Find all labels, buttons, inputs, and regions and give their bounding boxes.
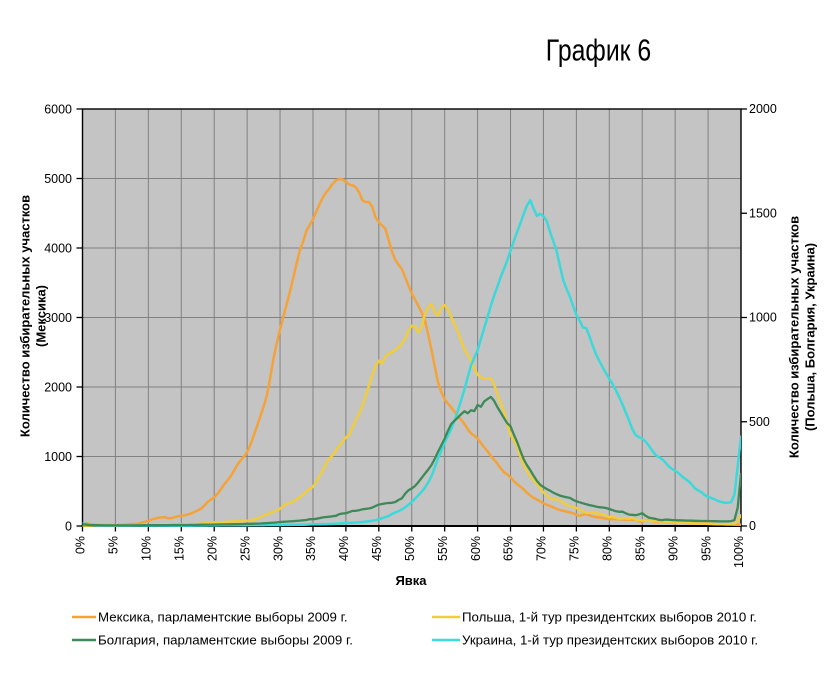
svg-text:2000: 2000 xyxy=(749,102,777,116)
svg-text:60%: 60% xyxy=(469,536,483,561)
svg-text:45%: 45% xyxy=(370,536,384,561)
svg-text:20%: 20% xyxy=(205,536,219,561)
svg-text:95%: 95% xyxy=(699,536,713,561)
svg-text:Украина, 1-й тур президентских: Украина, 1-й тур президентских выборов 2… xyxy=(462,633,758,648)
svg-text:6000: 6000 xyxy=(44,103,72,117)
svg-text:65%: 65% xyxy=(502,536,516,561)
svg-text:Польша, 1-й тур президентских: Польша, 1-й тур президентских выборов 20… xyxy=(462,610,757,625)
svg-text:Явка: Явка xyxy=(395,573,427,588)
svg-text:75%: 75% xyxy=(568,536,582,561)
svg-text:2000: 2000 xyxy=(44,381,72,395)
svg-text:(Польша, Болгария, Украина): (Польша, Болгария, Украина) xyxy=(803,243,818,431)
svg-text:40%: 40% xyxy=(337,536,351,561)
svg-text:Количество избирательных участ: Количество избирательных участков xyxy=(18,195,33,437)
svg-text:0: 0 xyxy=(749,519,756,533)
svg-text:70%: 70% xyxy=(535,536,549,561)
svg-text:500: 500 xyxy=(749,415,770,429)
svg-text:25%: 25% xyxy=(238,536,252,561)
svg-text:1500: 1500 xyxy=(749,206,777,220)
svg-text:0%: 0% xyxy=(74,536,88,554)
svg-text:35%: 35% xyxy=(304,536,318,561)
svg-text:100%: 100% xyxy=(732,536,746,568)
svg-text:График 6: График 6 xyxy=(546,33,651,67)
svg-text:55%: 55% xyxy=(436,536,450,561)
svg-text:3000: 3000 xyxy=(44,311,72,325)
svg-text:Количество избирательных участ: Количество избирательных участков xyxy=(787,216,802,458)
svg-text:30%: 30% xyxy=(271,536,285,561)
svg-text:50%: 50% xyxy=(403,536,417,561)
svg-text:1000: 1000 xyxy=(44,450,72,464)
svg-text:85%: 85% xyxy=(633,536,647,561)
svg-text:5000: 5000 xyxy=(44,172,72,186)
svg-text:1000: 1000 xyxy=(749,311,777,325)
svg-text:90%: 90% xyxy=(666,536,680,561)
svg-text:(Мексика): (Мексика) xyxy=(34,285,49,347)
svg-text:5%: 5% xyxy=(107,536,121,554)
svg-text:4000: 4000 xyxy=(44,242,72,256)
svg-text:10%: 10% xyxy=(140,536,154,561)
svg-text:Болгария, парламентские выборы: Болгария, парламентские выборы 2009 г. xyxy=(98,633,353,648)
svg-text:80%: 80% xyxy=(601,536,615,561)
svg-text:Мексика, парламентские выборы: Мексика, парламентские выборы 2009 г. xyxy=(98,610,348,625)
svg-text:0: 0 xyxy=(65,520,72,534)
svg-text:15%: 15% xyxy=(172,536,186,561)
